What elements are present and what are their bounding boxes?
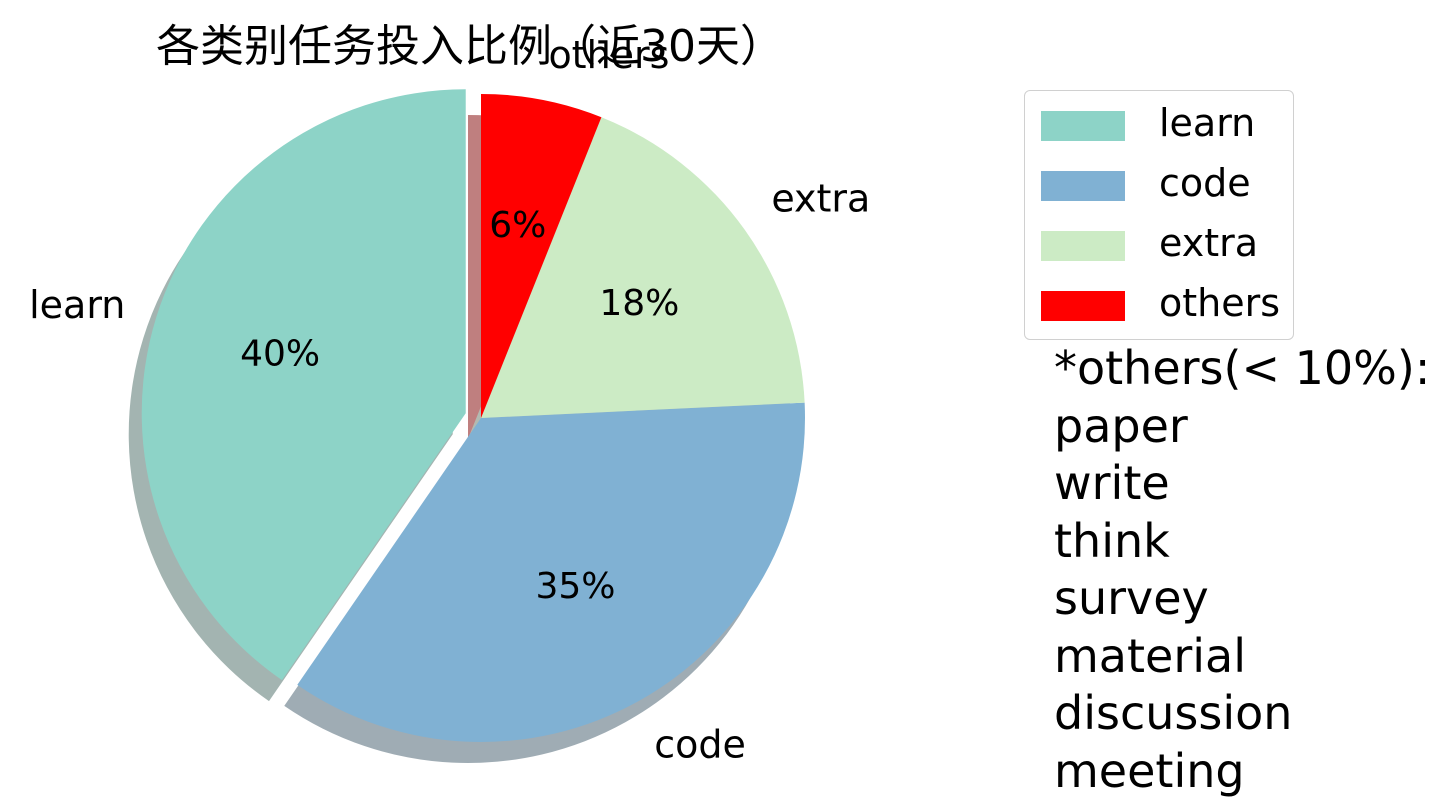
legend: learn code extra others xyxy=(1024,90,1294,340)
legend-label-others: others xyxy=(1159,281,1281,325)
pie-chart: learn 40% code 35% extra 18% others 6% xyxy=(29,33,870,766)
pie-slice-learn xyxy=(141,89,466,681)
legend-item-code: code xyxy=(1025,161,1293,225)
slice-label-learn: learn xyxy=(29,283,125,327)
legend-item-learn: learn xyxy=(1025,101,1293,165)
slice-pct-others: 6% xyxy=(489,205,546,246)
note-line-meeting: meeting xyxy=(1054,743,1245,798)
legend-label-learn: learn xyxy=(1159,101,1256,145)
note-line-paper: paper xyxy=(1054,398,1188,453)
pie-slice-layer xyxy=(141,89,805,742)
chart-title: 各类别任务投入比例（近30天） xyxy=(156,21,784,72)
legend-item-extra: extra xyxy=(1025,221,1293,285)
legend-label-extra: extra xyxy=(1159,221,1259,265)
pie-slice-extra xyxy=(481,117,805,418)
slice-label-others: others xyxy=(548,33,669,77)
legend-item-others: others xyxy=(1025,281,1293,345)
note-line-material: material xyxy=(1054,628,1246,683)
slice-label-extra: extra xyxy=(771,176,870,220)
legend-swatch-extra xyxy=(1041,231,1125,261)
legend-label-code: code xyxy=(1159,161,1251,205)
note-line-write: write xyxy=(1054,456,1170,510)
note-line-think: think xyxy=(1054,513,1170,568)
others-breakdown-note: *others(< 10%): paper write think survey… xyxy=(1054,340,1430,800)
note-line-discussion: discussion xyxy=(1054,686,1293,740)
legend-swatch-others xyxy=(1041,291,1125,321)
slice-pct-extra: 18% xyxy=(599,283,679,324)
legend-swatch-learn xyxy=(1041,111,1125,141)
slice-pct-learn: 40% xyxy=(240,334,320,375)
note-line-survey: survey xyxy=(1054,571,1209,625)
pie-slice-code xyxy=(297,402,805,742)
pie-slice-others xyxy=(481,94,602,418)
slice-pct-code: 35% xyxy=(536,566,616,607)
slice-label-code: code xyxy=(654,722,746,766)
pie-label-layer: learn 40% code 35% extra 18% others 6% xyxy=(29,33,870,766)
note-line-heading: *others(< 10%): xyxy=(1054,341,1431,395)
legend-swatch-code xyxy=(1041,171,1125,201)
